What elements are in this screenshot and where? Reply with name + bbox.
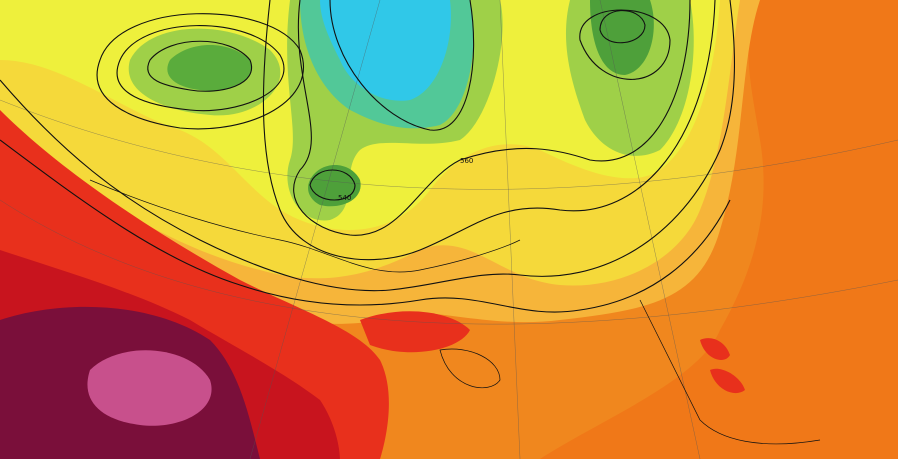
dark-green-east — [590, 0, 654, 75]
red-patch-east — [700, 338, 745, 394]
cyan-area — [320, 0, 451, 101]
pink-region — [87, 350, 212, 426]
contours — [0, 0, 736, 313]
dark-green-west — [167, 45, 252, 91]
red-patch — [360, 311, 470, 353]
dark-green-center — [308, 165, 361, 207]
contour-label: 560 — [460, 157, 473, 165]
warm-region — [540, 0, 898, 459]
coastlines — [89, 179, 821, 445]
contour-label: 540 — [338, 194, 351, 202]
